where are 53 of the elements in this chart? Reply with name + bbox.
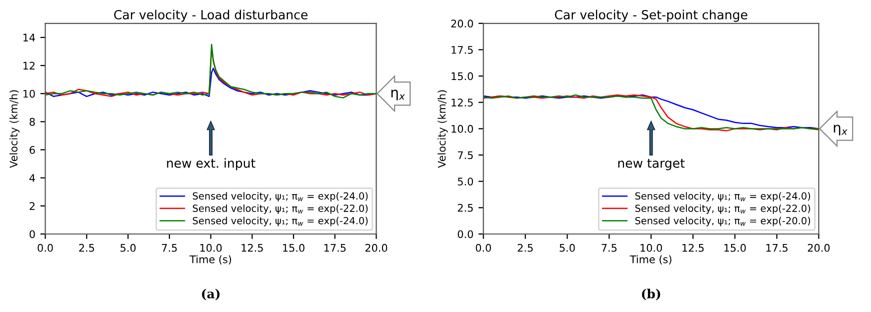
text: (a)	[202, 288, 220, 300]
x-axis-title: Time (s)	[630, 255, 672, 264]
text: (b)	[642, 288, 660, 300]
y-axis-title: Velocity (km/h)	[438, 90, 448, 168]
y-tick-label: 10.0	[452, 124, 473, 133]
x-tick-label: 12.5	[242, 244, 263, 252]
y-tick-label: 12	[23, 62, 35, 70]
x-tick-label: 17.5	[766, 244, 788, 252]
annotation: new target	[618, 158, 685, 170]
y-tick-label: 7.5	[458, 151, 473, 160]
x-tick-label: 15.0	[283, 244, 304, 252]
y-tick-label: 6	[30, 146, 35, 154]
legend-label: Sensed velocity, ψ₁; π$_{w}$ = exp(-20.0)	[635, 216, 810, 226]
chart-title: Car velocity - Load disturbance	[114, 10, 308, 22]
x-tick-label: 0.0	[38, 244, 53, 252]
x-tick-label: 20.0	[808, 244, 830, 252]
legend-label: Sensed velocity, ψ₁; π$_{w}$ = exp(-24.0)	[192, 216, 368, 226]
x-tick-label: 5.0	[560, 244, 575, 252]
y-tick-label: 20.0	[451, 20, 473, 28]
annotation: η$_{x}$	[391, 90, 405, 100]
y-axis-title: Velocity (km/h)	[9, 90, 20, 168]
x-axis-title: Time (s)	[190, 255, 232, 264]
legend-label: Sensed velocity, ψ₁; π$_{w}$ = exp(-22.0)	[192, 204, 368, 214]
annotation: η$_{x}$	[834, 124, 848, 136]
y-tick-label: 5.0	[458, 178, 473, 186]
y-tick-label: 4	[29, 174, 35, 182]
y-tick-label: 12.5	[452, 98, 473, 106]
x-tick-label: 10.0	[200, 244, 222, 252]
legend-label: Sensed velocity, ψ₁; π$_{w}$ = exp(-24.0)	[635, 192, 810, 202]
annotation: new ext. input	[167, 158, 256, 170]
y-tick-label: 15.0	[452, 72, 473, 80]
y-tick-label: 0.0	[458, 230, 473, 238]
x-tick-label: 0.0	[476, 244, 491, 252]
y-tick-label: 2	[30, 202, 35, 210]
x-tick-label: 7.5	[162, 244, 177, 252]
x-tick-label: 15.0	[724, 244, 746, 252]
x-tick-label: 5.0	[120, 244, 136, 252]
y-tick-label: 14	[23, 34, 35, 42]
x-tick-label: 10.0	[640, 244, 662, 252]
x-tick-label: 2.5	[518, 244, 533, 252]
legend-label: Sensed velocity, ψ₁; π$_{w}$ = exp(-24.0)	[192, 192, 368, 202]
x-tick-label: 20.0	[365, 244, 388, 252]
y-tick-label: 17.5	[452, 46, 473, 54]
y-tick-label: 2.5	[458, 204, 473, 212]
y-tick-label: 0	[30, 230, 35, 238]
x-tick-label: 7.5	[602, 244, 617, 252]
y-tick-label: 10	[23, 90, 35, 98]
x-tick-label: 17.5	[324, 244, 346, 252]
x-tick-label: 2.5	[79, 244, 94, 252]
chart-title: Car velocity - Set-point change	[554, 10, 748, 22]
y-tick-label: 8	[30, 118, 35, 126]
x-tick-label: 12.5	[682, 244, 704, 252]
legend-label: Sensed velocity, ψ₁; π$_{w}$ = exp(-22.0)	[635, 204, 810, 214]
